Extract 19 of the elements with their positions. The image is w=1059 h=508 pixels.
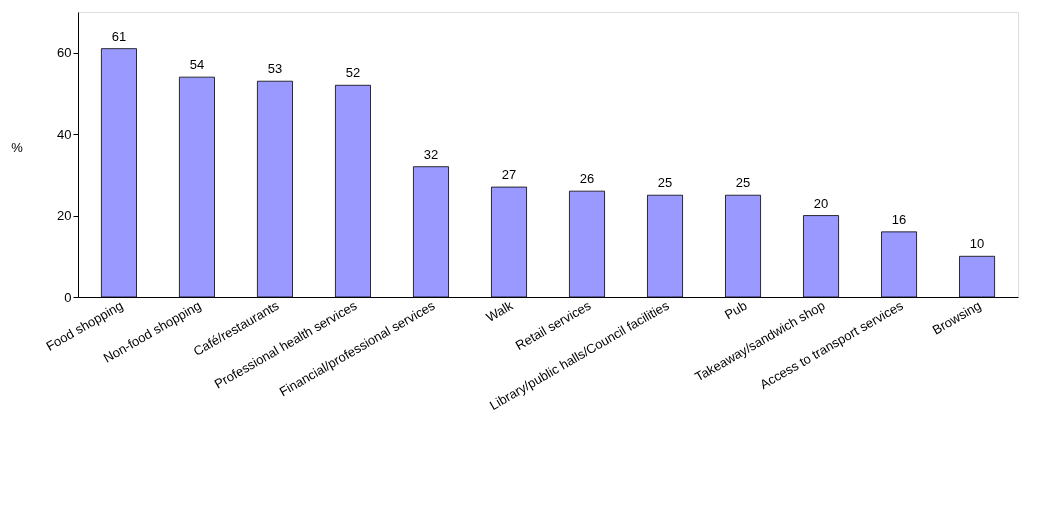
x-tick-label: Walk <box>483 297 516 325</box>
y-tick-label: 60 <box>57 45 72 61</box>
data-label: 25 <box>657 175 673 191</box>
y-tick-label: 40 <box>57 126 72 142</box>
data-label: 53 <box>267 61 283 77</box>
data-label: 16 <box>891 211 907 227</box>
data-label: 32 <box>423 146 439 162</box>
data-label: 20 <box>813 195 829 211</box>
y-tick-label: 0 <box>64 289 72 305</box>
y-tick-label: 20 <box>57 208 72 224</box>
data-label: 25 <box>735 175 751 191</box>
data-label: 61 <box>111 28 127 44</box>
data-label: 52 <box>345 65 361 81</box>
x-tick-label: Pub <box>721 297 750 323</box>
data-label: 54 <box>189 57 205 73</box>
data-label: 27 <box>501 167 517 183</box>
data-label: 10 <box>969 236 985 252</box>
y-axis-title: % <box>11 140 24 155</box>
data-label: 26 <box>579 171 595 187</box>
